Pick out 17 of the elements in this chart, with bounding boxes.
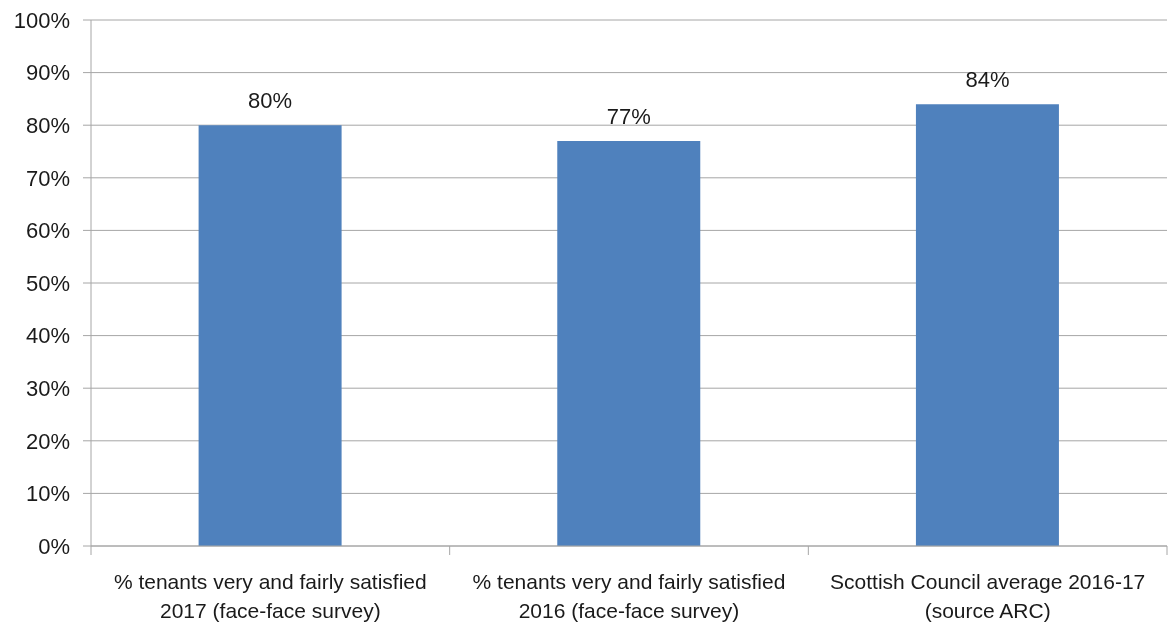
y-tick-label: 90% (25, 60, 70, 86)
y-tick-label: 80% (25, 113, 70, 139)
y-tick-label: 20% (25, 428, 70, 454)
y-tick-label: 10% (25, 481, 70, 507)
x-tick-label: % tenants very and fairly satisfied 2016 (face-face survey) (472, 570, 786, 622)
y-tick-label: 100% (13, 7, 70, 33)
y-tick-label: 30% (25, 376, 70, 402)
y-tick-label: 50% (25, 270, 70, 296)
data-label: 84% (965, 67, 1010, 93)
x-tick-label: Scottish Council average 2016-17 (source ARC) (830, 570, 1146, 622)
x-tick-label: % tenants very and fairly satisfied 2017 (face-face survey) (113, 570, 427, 622)
y-tick-label: 40% (25, 323, 70, 349)
y-tick-label: 0% (38, 533, 70, 559)
data-label: 77% (606, 103, 651, 129)
data-label: 80% (248, 88, 293, 114)
y-tick-label: 60% (25, 218, 70, 244)
y-tick-label: 70% (25, 165, 70, 191)
